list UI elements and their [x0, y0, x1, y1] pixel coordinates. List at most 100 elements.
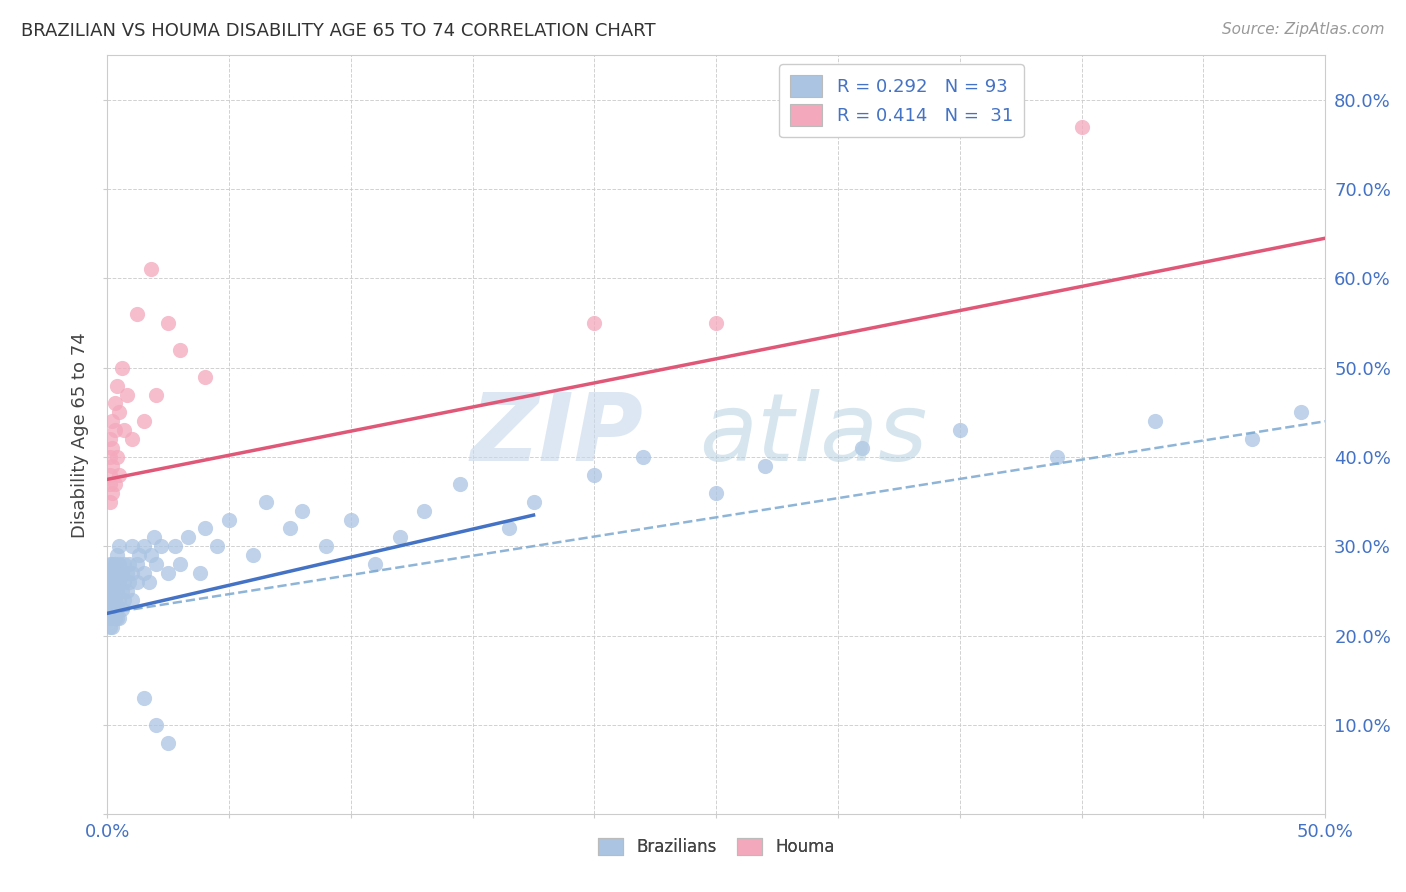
Point [105, 450, 128, 464]
Point [98, 620, 121, 634]
Point [105, 602, 128, 616]
Point [112, 593, 135, 607]
Point [105, 566, 128, 581]
Point [340, 512, 363, 526]
Point [128, 549, 150, 563]
Point [98, 575, 121, 590]
Point [142, 530, 165, 544]
Point [254, 494, 277, 508]
Point [169, 558, 191, 572]
Point [98, 602, 121, 616]
Point [101, 620, 124, 634]
Point [105, 584, 128, 599]
Point [631, 450, 654, 464]
Point [194, 369, 217, 384]
Point [157, 736, 180, 750]
Point [101, 458, 124, 473]
Point [522, 494, 544, 508]
Point [194, 521, 217, 535]
Point [132, 414, 155, 428]
Point [112, 423, 135, 437]
Point [125, 558, 148, 572]
Point [111, 584, 134, 599]
Point [108, 405, 131, 419]
Point [115, 584, 138, 599]
Point [98, 467, 121, 482]
Point [132, 566, 155, 581]
Point [101, 414, 124, 428]
Point [111, 602, 134, 616]
Point [101, 485, 124, 500]
Point [949, 423, 972, 437]
Point [101, 575, 124, 590]
Point [98, 432, 121, 446]
Point [205, 540, 228, 554]
Point [1289, 405, 1312, 419]
Point [98, 593, 121, 607]
Point [1240, 432, 1263, 446]
Point [157, 566, 180, 581]
Point [291, 503, 314, 517]
Point [105, 378, 128, 392]
Point [583, 467, 606, 482]
Point [98, 494, 121, 508]
Point [121, 566, 143, 581]
Point [132, 691, 155, 706]
Point [851, 441, 873, 455]
Point [118, 575, 141, 590]
Point [98, 450, 121, 464]
Point [98, 611, 121, 625]
Point [704, 316, 727, 330]
Point [315, 540, 337, 554]
Point [704, 485, 727, 500]
Point [104, 602, 127, 616]
Point [104, 396, 127, 410]
Point [105, 611, 128, 625]
Point [145, 718, 167, 732]
Point [121, 540, 143, 554]
Point [118, 558, 141, 572]
Point [101, 558, 124, 572]
Point [104, 575, 127, 590]
Point [139, 262, 162, 277]
Point [169, 343, 191, 357]
Legend: Brazilians, Houma: Brazilians, Houma [592, 831, 841, 863]
Point [101, 584, 124, 599]
Point [115, 387, 138, 401]
Point [112, 575, 135, 590]
Point [132, 540, 155, 554]
Point [149, 540, 172, 554]
Point [108, 540, 131, 554]
Point [413, 503, 436, 517]
Point [98, 584, 121, 599]
Point [125, 575, 148, 590]
Point [145, 387, 167, 401]
Point [104, 476, 127, 491]
Point [278, 521, 301, 535]
Point [104, 558, 127, 572]
Point [111, 360, 134, 375]
Point [583, 316, 606, 330]
Point [101, 441, 124, 455]
Y-axis label: Disability Age 65 to 74: Disability Age 65 to 74 [72, 332, 89, 538]
Point [104, 611, 127, 625]
Point [125, 307, 148, 321]
Point [139, 549, 162, 563]
Point [949, 120, 972, 134]
Point [449, 476, 471, 491]
Point [138, 575, 160, 590]
Point [101, 566, 124, 581]
Text: ZIP: ZIP [470, 389, 643, 481]
Point [754, 458, 776, 473]
Point [101, 593, 124, 607]
Text: Source: ZipAtlas.com: Source: ZipAtlas.com [1222, 22, 1385, 37]
Point [108, 593, 131, 607]
Point [242, 549, 264, 563]
Text: atlas: atlas [700, 389, 928, 480]
Point [105, 549, 128, 563]
Point [111, 566, 134, 581]
Point [388, 530, 411, 544]
Point [108, 611, 131, 625]
Point [1070, 120, 1092, 134]
Point [108, 558, 131, 572]
